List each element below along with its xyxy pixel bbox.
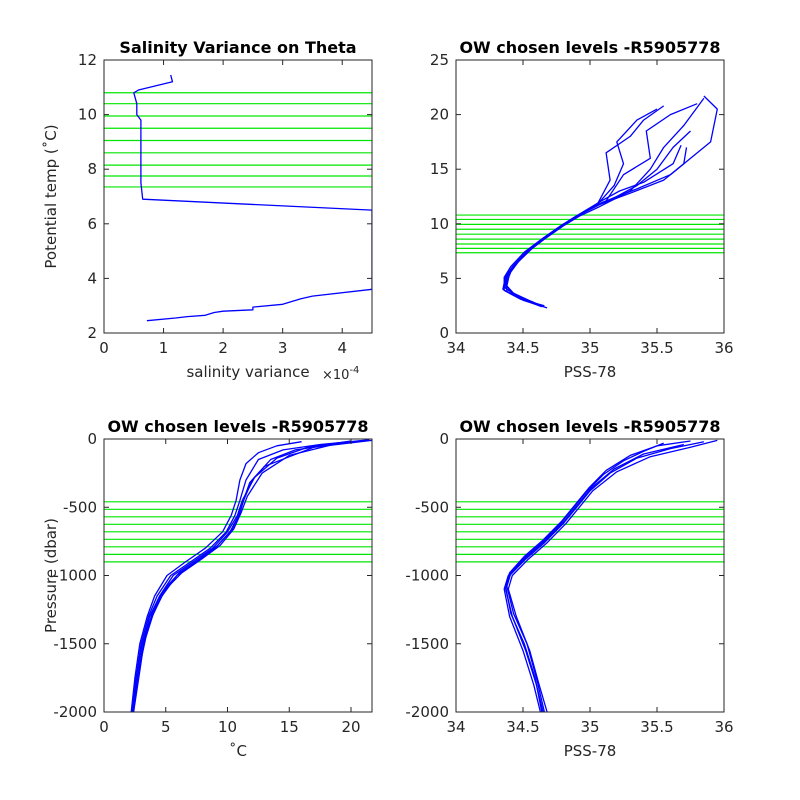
y-tick-label: -1000 [405, 567, 449, 585]
x-tick-label: 34 [446, 339, 465, 357]
x-axis-label: PSS-78 [564, 742, 617, 760]
y-tick-label: 8 [87, 160, 97, 178]
x-exponent-label: ×10-4 [322, 365, 359, 383]
y-tick-label: 0 [439, 324, 449, 342]
x-tick-label: 1 [159, 339, 169, 357]
plot-marks [456, 95, 724, 309]
x-tick-label: 35.5 [640, 339, 673, 357]
x-axis-label: PSS-78 [564, 363, 617, 381]
x-tick-label: 36 [714, 718, 733, 736]
chart-p4: 34 34.5 35 35.5 36 -2000 -1500 -1000 -500 0 OW cho… [405, 417, 733, 760]
y-tick-label: -500 [415, 498, 449, 516]
x-axis-label: salinity variance [186, 363, 309, 381]
x-tick-label: 2 [218, 339, 228, 357]
y-tick-label: 5 [439, 269, 449, 287]
x-tick-label: 0 [99, 718, 109, 736]
x-tick-label: 4 [337, 339, 347, 357]
plot-marks [104, 439, 372, 712]
x-tick-label: 36 [714, 339, 733, 357]
plot-area [456, 60, 724, 333]
x-tick-label: 20 [341, 718, 360, 736]
y-tick-label: -1500 [405, 635, 449, 653]
x-tick-label: 34.5 [506, 718, 539, 736]
x-tick-label: 34.5 [506, 339, 539, 357]
y-axis-label: Pressure (dbar) [42, 518, 60, 633]
x-tick-label: 0 [99, 339, 109, 357]
series-line-7 [503, 144, 682, 301]
axes-frame [103, 59, 373, 334]
y-axis-label: Potential temp (˚C) [42, 124, 60, 268]
x-tick-label: 35 [580, 718, 599, 736]
chart-p2: 34 34.5 35 35.5 36 0 5 10 15 20 25 OW chosen levels… [430, 38, 734, 381]
x-tick-label: 15 [280, 718, 299, 736]
y-tick-label: 20 [430, 106, 449, 124]
chart-title: OW chosen levels -R5905778 [107, 417, 368, 436]
plot-area [456, 439, 724, 712]
y-tick-label: 4 [87, 269, 97, 287]
plot-marks [104, 74, 372, 322]
series-line-0 [133, 74, 372, 322]
x-tick-label: 10 [218, 718, 237, 736]
y-tick-label: -500 [63, 498, 97, 516]
chart-p3: 0 5 10 15 20 -2000 -1500 -1000 -500 0 OW chosen le… [42, 417, 373, 760]
series-line-3 [506, 443, 684, 712]
y-tick-label: 6 [87, 215, 97, 233]
y-tick-label: -1000 [53, 567, 97, 585]
y-tick-label: 12 [78, 51, 97, 69]
chart-title: OW chosen levels -R5905778 [459, 38, 720, 57]
x-tick-label: 35.5 [640, 718, 673, 736]
y-tick-label: 25 [430, 51, 449, 69]
plot-area [104, 60, 372, 333]
y-tick-label: 0 [87, 430, 97, 448]
y-tick-label: -2000 [53, 703, 97, 721]
y-tick-label: 10 [78, 106, 97, 124]
series-line-5 [132, 439, 372, 712]
series-line-0 [504, 441, 705, 712]
y-tick-label: 10 [430, 215, 449, 233]
y-tick-label: -1500 [53, 635, 97, 653]
chart-title: Salinity Variance on Theta [119, 38, 356, 57]
plot-area [104, 439, 372, 712]
chart-title: OW chosen levels -R5905778 [459, 417, 720, 436]
plot-marks [456, 439, 724, 712]
series-line-2 [130, 441, 302, 712]
x-tick-label: 34 [446, 718, 465, 736]
series-line-0 [131, 439, 364, 712]
x-tick-label: 5 [161, 718, 171, 736]
y-tick-label: 0 [439, 430, 449, 448]
x-tick-label: 3 [278, 339, 288, 357]
y-tick-label: 2 [87, 324, 97, 342]
y-tick-label: 15 [430, 160, 449, 178]
series-line-4 [504, 440, 691, 712]
series-line-3 [131, 442, 339, 712]
x-axis-label: ˚C [229, 742, 247, 760]
x-tick-label: 35 [580, 339, 599, 357]
y-tick-label: -2000 [405, 703, 449, 721]
